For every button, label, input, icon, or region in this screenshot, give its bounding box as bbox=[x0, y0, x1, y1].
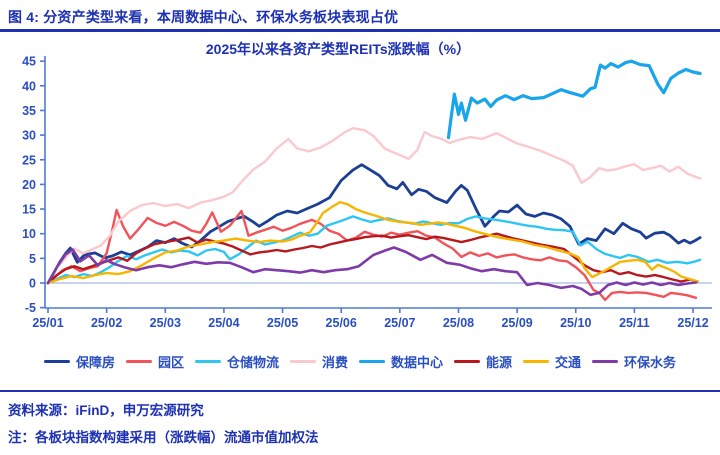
legend-swatch bbox=[592, 360, 619, 363]
y-tick-label: -5 bbox=[25, 301, 36, 315]
series-line-保障房 bbox=[46, 163, 702, 285]
legend-item-仓储物流: 仓储物流 bbox=[194, 352, 279, 371]
series-line-环保水务 bbox=[46, 246, 698, 297]
chart-legend: 保障房 园区 仓储物流 消费 数据中心 能源 交通 环保水务 bbox=[0, 352, 720, 371]
x-tick-label: 25/07 bbox=[384, 316, 415, 330]
legend-swatch bbox=[125, 360, 152, 363]
legend-swatch bbox=[43, 360, 70, 363]
legend-item-园区: 园区 bbox=[125, 352, 184, 371]
x-tick-label: 25/02 bbox=[91, 316, 122, 330]
y-tick-label: 5 bbox=[29, 252, 36, 266]
method-note: 注：各板块指数构建采用（涨跌幅）流通市值加权法 bbox=[8, 430, 319, 445]
series-line-数据中心 bbox=[446, 59, 702, 140]
x-tick-label: 25/08 bbox=[443, 316, 474, 330]
legend-swatch bbox=[359, 360, 385, 363]
series-line-能源 bbox=[46, 232, 699, 285]
series-line-交通 bbox=[46, 200, 699, 285]
y-tick-label: 15 bbox=[22, 203, 36, 217]
series-line-消费 bbox=[46, 126, 702, 285]
legend-item-消费: 消费 bbox=[289, 352, 348, 371]
legend-label: 保障房 bbox=[75, 355, 115, 370]
x-tick-label: 25/11 bbox=[619, 316, 650, 330]
y-tick-label: 20 bbox=[22, 178, 36, 192]
x-tick-label: 25/12 bbox=[677, 316, 708, 330]
legend-label: 交通 bbox=[555, 355, 582, 370]
source-note: 资料来源：iFinD，申万宏源研究 bbox=[8, 403, 204, 418]
figure-caption: 图 4: 分资产类型来看，本周数据中心、环保水务板块表现占优 bbox=[8, 9, 399, 25]
x-tick-label: 25/01 bbox=[32, 316, 63, 330]
legend-label: 仓储物流 bbox=[226, 355, 279, 370]
y-tick-label: 35 bbox=[22, 104, 36, 118]
x-tick-label: 25/05 bbox=[267, 316, 298, 330]
legend-label: 园区 bbox=[157, 355, 184, 370]
y-tick-label: 40 bbox=[22, 79, 36, 93]
footer-divider bbox=[0, 390, 720, 392]
x-tick-label: 25/04 bbox=[208, 316, 239, 330]
legend-swatch bbox=[289, 360, 316, 363]
series-line-仓储物流 bbox=[46, 215, 702, 285]
legend-label: 环保水务 bbox=[624, 355, 677, 370]
legend-item-环保水务: 环保水务 bbox=[592, 352, 676, 371]
series-line-园区 bbox=[46, 208, 698, 301]
chart-title: 2025年以来各资产类型REITs涨跌幅（%） bbox=[205, 41, 471, 57]
x-tick-label: 25/06 bbox=[326, 316, 357, 330]
legend-swatch bbox=[454, 360, 481, 363]
y-tick-label: 25 bbox=[22, 153, 36, 167]
y-tick-label: 0 bbox=[29, 277, 36, 291]
legend-item-数据中心: 数据中心 bbox=[359, 352, 443, 371]
legend-item-能源: 能源 bbox=[454, 352, 512, 371]
legend-swatch bbox=[194, 360, 221, 363]
x-tick-label: 25/03 bbox=[150, 316, 181, 330]
legend-item-保障房: 保障房 bbox=[43, 352, 115, 371]
legend-label: 能源 bbox=[486, 355, 513, 370]
y-tick-label: 30 bbox=[22, 129, 36, 143]
x-tick-label: 25/09 bbox=[501, 316, 532, 330]
y-tick-label: 10 bbox=[22, 227, 36, 241]
legend-swatch bbox=[523, 360, 550, 363]
x-tick-label: 25/10 bbox=[560, 316, 591, 330]
caption-underline bbox=[0, 29, 720, 32]
y-tick-label: 45 bbox=[22, 55, 36, 69]
legend-label: 数据中心 bbox=[391, 355, 444, 370]
legend-item-交通: 交通 bbox=[523, 352, 581, 371]
legend-label: 消费 bbox=[321, 355, 348, 370]
